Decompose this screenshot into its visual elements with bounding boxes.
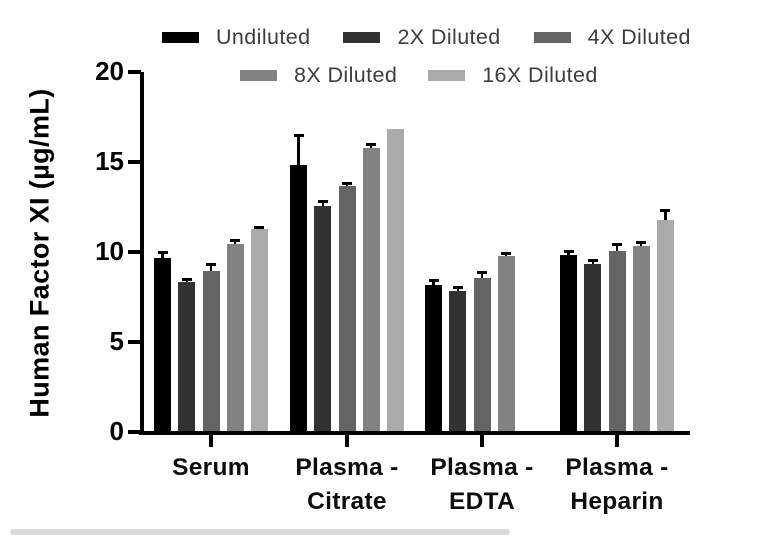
legend-item-16x-diluted: 16X Diluted <box>428 63 598 88</box>
bar-plasma-heparin-undiluted <box>560 254 578 431</box>
x-tick-mark-serum <box>209 435 213 447</box>
error-bar-cap-plasma-heparin-4x-diluted <box>612 243 622 247</box>
error-bar-plasma-edta-2x-diluted <box>456 287 460 291</box>
legend-label-16x-diluted: 16X Diluted <box>482 63 598 87</box>
legend-label-2x-diluted: 2X Diluted <box>397 25 501 49</box>
legend-label-8x-diluted: 8X Diluted <box>294 63 398 87</box>
bar-plasma-citrate-undiluted <box>290 164 308 431</box>
error-bar-plasma-citrate-undiluted <box>297 135 300 165</box>
legend-swatch-2x-diluted <box>343 32 381 43</box>
bar-plasma-heparin-2x-diluted <box>584 263 602 431</box>
x-category-label-line: Serum <box>172 454 250 481</box>
error-bar-cap-serum-undiluted <box>157 251 168 255</box>
error-bar-cap-plasma-edta-2x-diluted <box>452 285 463 289</box>
error-bar-plasma-citrate-8x-diluted <box>369 144 373 149</box>
error-bar-plasma-heparin-4x-diluted <box>615 244 619 251</box>
y-tick-label-5: 5 <box>109 326 124 356</box>
x-category-label-line: Heparin <box>570 488 664 515</box>
y-tick-label-10: 10 <box>95 236 124 266</box>
x-category-label-line: Plasma - <box>565 454 669 481</box>
bar-plasma-citrate-8x-diluted <box>362 148 380 431</box>
y-tick-label-0: 0 <box>109 416 124 446</box>
error-bar-cap-serum-8x-diluted <box>230 238 241 242</box>
y-tick-mark-0 <box>128 430 141 434</box>
x-category-label-serum: Serum <box>136 451 286 485</box>
bar-plasma-heparin-8x-diluted <box>632 245 650 431</box>
bar-plasma-edta-undiluted <box>425 285 443 431</box>
y-axis-line <box>140 72 144 434</box>
bar-plasma-edta-4x-diluted <box>473 278 491 431</box>
error-bar-cap-plasma-citrate-undiluted <box>293 134 304 138</box>
error-bar-serum-4x-diluted <box>209 264 213 271</box>
x-category-label-line: Plasma - <box>295 454 399 481</box>
bar-serum-8x-diluted <box>226 243 244 431</box>
error-bar-cap-plasma-heparin-2x-diluted <box>587 258 598 262</box>
error-bar-cap-serum-4x-diluted <box>206 263 216 266</box>
bar-serum-16x-diluted <box>250 229 268 431</box>
legend-swatch-4x-diluted <box>533 32 571 43</box>
bar-serum-4x-diluted <box>202 270 220 431</box>
legend-item-8x-diluted: 8X Diluted <box>240 63 397 88</box>
legend-swatch-16x-diluted <box>428 70 466 81</box>
bar-plasma-citrate-16x-diluted <box>386 128 404 431</box>
x-tick-mark-plasma-edta <box>480 435 484 447</box>
y-tick-label-15: 15 <box>95 146 124 176</box>
y-tick-mark-20 <box>128 70 141 74</box>
chart-legend-row-1: Undiluted 2X Diluted 4X Diluted <box>162 25 691 50</box>
legend-item-undiluted: Undiluted <box>162 25 310 50</box>
x-category-label-line: Plasma - <box>430 454 534 481</box>
error-bar-plasma-heparin-undiluted <box>567 251 570 255</box>
error-bar-plasma-citrate-2x-diluted <box>321 201 325 206</box>
legend-label-4x-diluted: 4X Diluted <box>587 25 691 49</box>
legend-item-2x-diluted: 2X Diluted <box>343 25 500 50</box>
error-bar-plasma-heparin-2x-diluted <box>591 260 595 264</box>
error-bar-cap-plasma-edta-8x-diluted <box>501 252 512 256</box>
bar-serum-2x-diluted <box>178 281 196 431</box>
error-bar-serum-undiluted <box>161 252 164 259</box>
x-category-label-plasma-edta: Plasma - EDTA <box>407 451 557 519</box>
legend-swatch-undiluted <box>162 32 199 43</box>
bar-serum-undiluted <box>154 258 172 431</box>
x-category-label-line: EDTA <box>448 488 516 515</box>
error-bar-plasma-heparin-16x-diluted <box>664 210 667 221</box>
y-axis-title: Human Factor XI (µg/mL) <box>24 88 55 418</box>
x-category-label-line: Citrate <box>307 488 387 515</box>
error-bar-plasma-edta-undiluted <box>432 280 435 286</box>
y-tick-mark-5 <box>128 340 141 344</box>
error-bar-cap-plasma-edta-undiluted <box>428 279 439 283</box>
y-tick-label-20: 20 <box>95 56 124 86</box>
error-bar-cap-plasma-heparin-16x-diluted <box>660 209 671 212</box>
legend-item-4x-diluted: 4X Diluted <box>533 25 691 50</box>
error-bar-cap-plasma-citrate-2x-diluted <box>317 200 328 203</box>
error-bar-plasma-edta-4x-diluted <box>480 272 484 278</box>
horizontal-scrollbar[interactable] <box>10 529 510 535</box>
legend-swatch-8x-diluted <box>240 70 277 81</box>
error-bar-cap-plasma-citrate-4x-diluted <box>342 182 352 185</box>
x-tick-mark-plasma-heparin <box>615 435 619 447</box>
bar-plasma-edta-8x-diluted <box>497 256 515 431</box>
error-bar-serum-8x-diluted <box>233 240 237 244</box>
x-axis-line <box>139 431 690 435</box>
bar-plasma-heparin-16x-diluted <box>656 220 674 431</box>
error-bar-cap-serum-16x-diluted <box>254 226 265 230</box>
legend-label-undiluted: Undiluted <box>216 25 311 49</box>
bar-plasma-edta-2x-diluted <box>449 290 467 431</box>
y-tick-mark-10 <box>128 250 141 254</box>
chart-legend-row-2: 8X Diluted 16X Diluted <box>240 63 598 88</box>
bar-plasma-heparin-4x-diluted <box>608 251 626 431</box>
error-bar-cap-plasma-edta-4x-diluted <box>477 271 487 275</box>
bar-plasma-citrate-2x-diluted <box>314 206 332 431</box>
x-tick-mark-plasma-citrate <box>345 435 349 447</box>
x-category-label-plasma-citrate: Plasma - Citrate <box>272 451 422 519</box>
x-category-label-plasma-heparin: Plasma - Heparin <box>542 451 692 519</box>
error-bar-cap-plasma-citrate-8x-diluted <box>366 143 377 147</box>
error-bar-cap-serum-2x-diluted <box>181 278 192 282</box>
y-tick-mark-15 <box>128 160 141 164</box>
error-bar-cap-plasma-heparin-undiluted <box>563 249 574 253</box>
bar-plasma-citrate-4x-diluted <box>338 186 356 431</box>
error-bar-cap-plasma-heparin-8x-diluted <box>636 241 647 245</box>
